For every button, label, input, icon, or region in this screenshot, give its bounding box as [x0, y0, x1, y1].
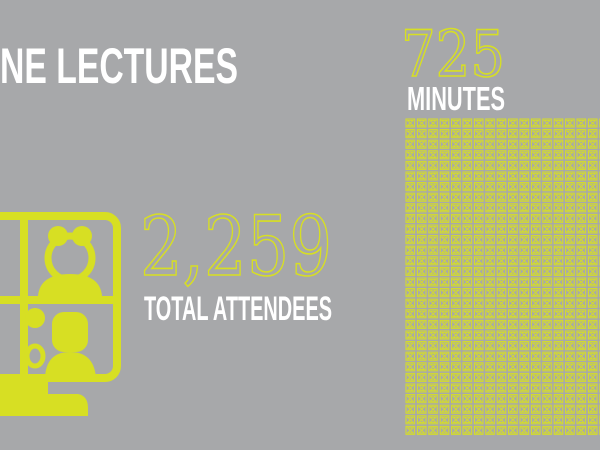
minutes-value: 725: [401, 18, 505, 92]
clock-pictogram: [405, 118, 600, 436]
minutes-label: MINUTES: [407, 80, 505, 117]
title: NE LECTURES: [0, 38, 238, 94]
attendees-label: TOTAL ATTENDEES: [144, 290, 332, 328]
computer-icon: [0, 212, 121, 416]
attendees-value: 2,259: [140, 200, 332, 295]
